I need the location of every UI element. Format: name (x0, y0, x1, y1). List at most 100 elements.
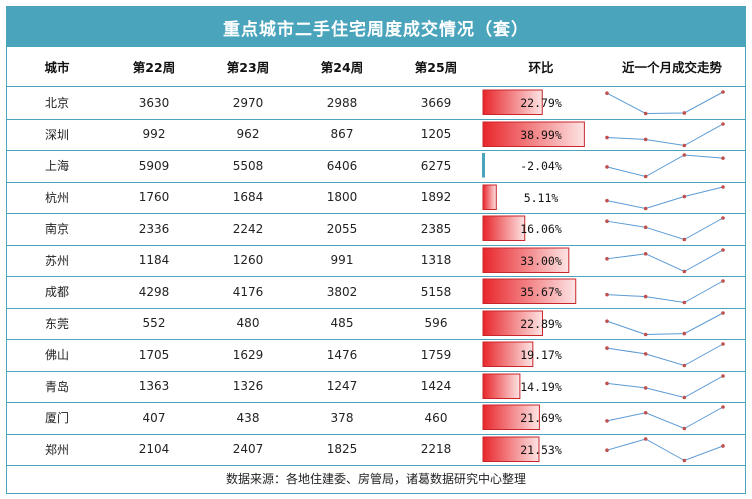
row-graphics: 5.11% (482, 184, 725, 210)
trend-point (682, 363, 687, 368)
trend-point (643, 225, 648, 230)
week23-cell: 962 (236, 127, 260, 142)
week23-cell: 438 (236, 410, 260, 425)
trend-point (721, 310, 725, 315)
change-label: 35.67% (520, 285, 562, 299)
trend-point (682, 111, 687, 115)
trend-point (682, 426, 687, 431)
row-graphics: 22.79% (482, 89, 725, 116)
week22-cell: 4298 (138, 284, 170, 299)
week24-cell: 2055 (326, 221, 358, 236)
trend-point (682, 300, 687, 305)
trend-line (606, 186, 724, 209)
trend-point (605, 381, 609, 385)
table-row: 东莞 552 480 485 596 22.89% (7, 308, 745, 340)
trend-point (721, 405, 725, 409)
week25-cell: 2385 (420, 221, 452, 236)
row-graphics: 35.67% (482, 278, 725, 305)
change-bar (482, 341, 534, 367)
week25-cell: 1892 (420, 190, 452, 205)
change-label: -2.04% (520, 159, 562, 173)
trend-point (643, 352, 648, 356)
week25-cell: 460 (424, 410, 448, 425)
trend-point (682, 237, 687, 242)
week24-cell: 2988 (326, 95, 358, 110)
trend-point (721, 247, 725, 252)
row-graphics: 16.06% (482, 215, 725, 242)
row-graphics: 14.19% (482, 373, 725, 399)
trend-point (605, 198, 609, 202)
change-label: 5.11% (524, 190, 559, 204)
week22-cell: 1705 (138, 347, 170, 362)
trend-point (643, 206, 648, 210)
table-row: 北京 3630 2970 2988 3669 22.79% (7, 87, 745, 120)
trend-point (682, 153, 687, 157)
city-cell: 郑州 (44, 442, 69, 457)
trend-point (643, 111, 648, 116)
week22-cell: 2104 (138, 442, 170, 457)
change-label: 33.00% (520, 253, 562, 267)
row-graphics: -2.04% (482, 153, 725, 179)
week24-cell: 378 (330, 410, 354, 425)
week22-cell: 2336 (138, 221, 170, 236)
table-title: 重点城市二手住宅周度成交情况（套） (7, 7, 745, 47)
week23-cell: 2407 (232, 442, 264, 457)
table-frame: 重点城市二手住宅周度成交情况（套） 城市 第22周 第23周 第24周 第25周… (6, 6, 746, 494)
week22-cell: 1760 (138, 190, 170, 205)
trend-line (606, 91, 724, 115)
row-graphics: 33.00% (482, 247, 725, 273)
trend-point (605, 219, 609, 223)
city-cell: 南京 (44, 222, 69, 237)
trend-point (682, 395, 687, 399)
week22-cell: 1184 (138, 253, 170, 268)
table-row: 青岛 1363 1326 1247 1424 14.19% (7, 371, 745, 403)
city-cell: 东莞 (44, 316, 69, 331)
trend-point (643, 410, 648, 415)
change-label: 19.17% (520, 348, 562, 362)
trend-point (682, 331, 687, 335)
city-cell: 厦门 (44, 411, 69, 426)
week23-cell: 1629 (232, 347, 264, 362)
week25-cell: 3669 (420, 95, 452, 110)
table-row: 成都 4298 4176 3802 5158 35.67% (7, 276, 745, 309)
week25-cell: 1205 (420, 127, 452, 142)
header-trend: 近一个月成交走势 (621, 60, 722, 75)
change-label: 22.89% (520, 316, 562, 330)
week25-cell: 596 (424, 316, 448, 331)
change-bar (482, 404, 540, 430)
week24-cell: 867 (330, 127, 354, 142)
city-cell: 青岛 (44, 379, 69, 394)
week22-cell: 992 (142, 127, 166, 142)
header-week24: 第24周 (320, 60, 364, 75)
trend-line (606, 280, 724, 304)
trend-point (682, 194, 687, 198)
row-graphics: 21.53% (482, 436, 725, 462)
city-cell: 杭州 (44, 190, 69, 205)
week24-cell: 1800 (326, 190, 358, 205)
table-row: 佛山 1705 1629 1476 1759 19.17% (7, 339, 745, 372)
week22-cell: 552 (142, 316, 166, 331)
trend-point (643, 385, 648, 390)
city-cell: 上海 (44, 159, 69, 174)
trend-point (682, 458, 687, 462)
change-bar (482, 215, 526, 241)
trend-point (721, 216, 725, 220)
trend-line (606, 375, 724, 398)
city-cell: 苏州 (44, 253, 69, 268)
header-week25: 第25周 (414, 60, 458, 75)
change-bar (482, 89, 543, 115)
row-graphics: 19.17% (482, 341, 725, 368)
week24-cell: 1476 (326, 347, 358, 362)
trend-point (643, 436, 648, 441)
week24-cell: 3802 (326, 284, 358, 299)
table-row: 厦门 407 438 378 460 21.69% (7, 402, 745, 435)
trend-point (721, 90, 725, 94)
table-row: 苏州 1184 1260 991 1318 33.00% (7, 245, 745, 277)
trend-point (605, 419, 609, 423)
row-graphics: 22.89% (482, 310, 725, 336)
trend-line (606, 123, 724, 146)
trend-point (721, 373, 725, 378)
row-graphics: 38.99% (482, 121, 725, 147)
trend-line (606, 437, 724, 461)
week22-cell: 407 (142, 410, 166, 425)
